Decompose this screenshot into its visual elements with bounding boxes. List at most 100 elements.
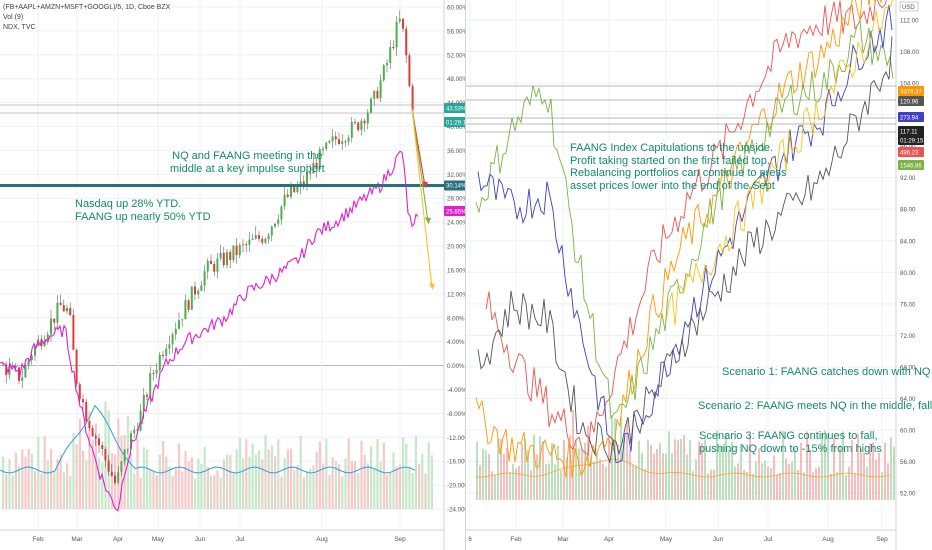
x-tick-label: Jun (713, 536, 724, 543)
candle-body (402, 18, 404, 29)
volume-bar (142, 447, 145, 509)
volume-bar (363, 454, 366, 509)
volume-bar (395, 466, 398, 509)
volume-bar (194, 478, 197, 509)
legend-comparison[interactable]: NDX, TVC (3, 24, 36, 31)
volume-bar (165, 456, 168, 509)
candle-body (120, 461, 123, 473)
candle-body (53, 318, 56, 323)
volume-bar (728, 450, 730, 500)
volume-bar (66, 463, 69, 509)
volume-bar (677, 440, 679, 500)
volume-bar (238, 438, 241, 509)
candle-body (184, 300, 187, 320)
price-badge (898, 147, 924, 157)
volume-bar (357, 473, 360, 509)
volume-bar (312, 465, 315, 509)
annotation-line: Profit taking started on the first faile… (570, 154, 770, 167)
candle-body (347, 137, 350, 142)
volume-bar (710, 469, 712, 500)
volume-bar (821, 432, 823, 500)
annotation-line: FAANG up nearly 50% YTD (75, 211, 211, 223)
volume-bar (848, 466, 850, 500)
volume-bar (411, 473, 414, 509)
y-tick-label: 56.00% (447, 28, 466, 35)
series-line-gray (477, 36, 893, 464)
volume-bar (554, 464, 556, 500)
volume-bar (178, 443, 181, 509)
y-tick-label: 36.00% (447, 148, 466, 155)
left-chart-pane[interactable]: 60.00%56.00%52.00%48.00%44.00%40.00%36.0… (0, 0, 466, 550)
volume-bar (587, 425, 589, 500)
volume-bar (386, 475, 389, 509)
candle-body (251, 238, 254, 240)
y-tick-label: 40.00% (447, 124, 466, 131)
candle-body (2, 364, 4, 366)
volume-bar (689, 440, 691, 500)
right-chart-canvas[interactable]: 112.00108.00104.00100.0096.0092.0088.008… (466, 0, 932, 550)
volume-bar (806, 431, 808, 500)
volume-bar (839, 445, 841, 500)
price-badge-label: 496.23 (900, 150, 919, 156)
volume-bar (827, 433, 829, 500)
y-tick-label: 60.00% (447, 5, 466, 12)
left-chart-canvas[interactable]: 60.00%56.00%52.00%48.00%44.00%40.00%36.0… (0, 0, 466, 550)
x-tick-label: Jul (764, 536, 773, 543)
volume-bar (611, 415, 613, 500)
candle-body (254, 235, 257, 239)
y-tick-label: 52.00% (447, 52, 466, 59)
candle-body (389, 46, 392, 63)
volume-bar (893, 446, 895, 500)
legend-symbol[interactable]: (FB+AAPL+AMZN+MSFT+GOOGL)/5, 1D, Cboe BZ… (3, 4, 171, 11)
volume-bar (764, 460, 766, 500)
volume-bar (716, 430, 718, 500)
volume-bar (692, 471, 694, 500)
y-tick-label: 56.00 (900, 459, 916, 466)
volume-bar (512, 464, 514, 500)
price-badge-label: 117.11 (900, 129, 918, 135)
x-tick-label: Feb (32, 536, 44, 543)
annotation-line: Rebalancing portfolios can continue to p… (570, 167, 787, 179)
candle-body (357, 122, 360, 131)
volume-bar (8, 459, 11, 509)
series-line-orange (475, 0, 882, 479)
volume-bar (755, 461, 757, 500)
right-chart-pane[interactable]: 112.00108.00104.00100.0096.0092.0088.008… (466, 0, 932, 550)
volume-bar (366, 463, 369, 509)
candle-body (46, 334, 49, 341)
candle-body (155, 370, 158, 374)
price-badge-label: 3379.37 (900, 89, 922, 95)
price-badge (444, 103, 466, 113)
volume-bar (14, 452, 17, 509)
candle-body (107, 460, 110, 472)
price-badge-label: 1546.86 (900, 163, 922, 169)
arrow-head (425, 217, 431, 225)
volume-bar (836, 471, 838, 500)
volume-bar (665, 453, 667, 500)
volume-bar (146, 449, 149, 509)
candle-body (171, 334, 174, 345)
volume-bar (737, 463, 739, 500)
volume-bar (875, 459, 877, 500)
candle-body (312, 162, 315, 174)
y-tick-label: -24.00% (447, 507, 466, 514)
volume-bar (53, 471, 56, 509)
candle-body (325, 142, 328, 149)
volume-bar (18, 466, 21, 509)
volume-bar (370, 446, 373, 509)
volume-bar (315, 452, 318, 509)
volume-bar (590, 457, 592, 500)
candle-body (85, 402, 88, 422)
volume-bar (254, 454, 257, 509)
volume-bar (354, 461, 357, 509)
currency-label: USD (902, 5, 915, 11)
price-badge-label: 43.53% (446, 106, 466, 112)
y-tick-label: 32.00% (447, 172, 466, 179)
candle-body (411, 86, 414, 111)
volume-bar (5, 473, 8, 509)
legend-volume[interactable]: Vol (9) (3, 14, 24, 21)
volume-bar (222, 459, 225, 509)
candle-body (392, 46, 395, 48)
candle-body (210, 260, 212, 264)
volume-bar (686, 454, 688, 500)
